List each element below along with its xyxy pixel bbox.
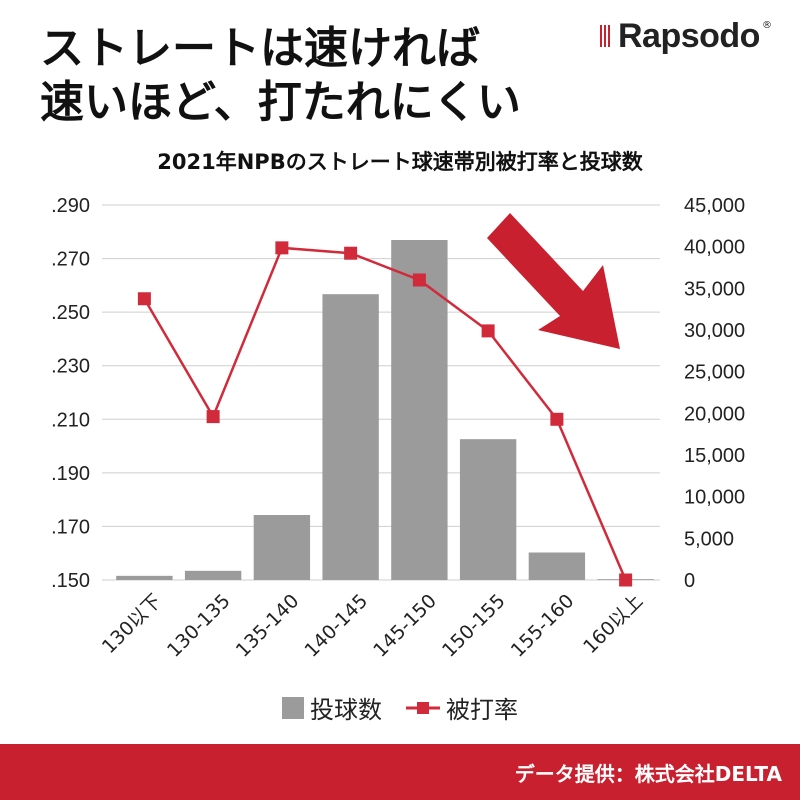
line-point [550, 412, 564, 426]
footer-credit: データ提供：株式会社DELTA [514, 762, 782, 786]
y-left-tick-label: .230 [51, 356, 90, 378]
legend-bar-swatch [282, 696, 304, 719]
footer-banner: データ提供：株式会社DELTA [0, 744, 800, 800]
y-right-tick-label: 45,000 [684, 195, 745, 217]
bar [253, 515, 311, 580]
y-right-tick-label: 10,000 [684, 487, 745, 509]
line-path [143, 246, 627, 581]
y-left-tick-label: .250 [51, 302, 90, 324]
legend-line-swatch [406, 701, 440, 714]
y-left-tick-label: .270 [51, 249, 90, 271]
x-tick-label: 130-135 [163, 590, 235, 662]
trend-arrow-icon [487, 213, 620, 349]
line-point [275, 241, 289, 255]
y-right-tick-label: 25,000 [684, 362, 745, 384]
bar [184, 570, 242, 580]
grid-lines [102, 204, 660, 581]
y-left-tick-label: .290 [51, 195, 90, 217]
line-point [206, 410, 220, 424]
headline: ストレートは速ければ 速いほど、打たれにくい [40, 22, 521, 130]
y-right-tick-label: 40,000 [684, 237, 745, 259]
bar [459, 439, 517, 580]
headline-line-2: 速いほど、打たれにくい [40, 77, 521, 128]
legend: 投球数 被打率 [0, 690, 800, 725]
x-tick-label: 140-145 [300, 590, 372, 662]
bar [322, 294, 379, 580]
x-tick-label: 160以上 [579, 590, 647, 658]
legend-line-label: 被打率 [446, 696, 518, 724]
bar [391, 240, 448, 580]
logo-registered-mark: ® [761, 20, 772, 31]
headline-line-1: ストレートは速ければ [40, 23, 480, 74]
x-tick-label: 155-160 [507, 590, 579, 662]
y-left-tick-label: .170 [51, 516, 90, 538]
line-point [344, 246, 358, 260]
logo-text: Rapsodo [618, 16, 760, 55]
line-point [619, 573, 633, 587]
line-point [412, 273, 426, 287]
chart-title: 2021年NPBのストレート球速帯別被打率と投球数 [157, 150, 643, 174]
y-right-tick-label: 30,000 [684, 320, 745, 342]
rapsodo-logo: Rapsodo ® [600, 16, 772, 56]
bar [528, 552, 586, 580]
bar-series [116, 240, 654, 580]
legend-item-line: 被打率 [406, 690, 518, 725]
y-left-tick-label: .150 [51, 570, 90, 592]
legend-bar-label: 投球数 [310, 696, 382, 724]
y-right-tick-label: 35,000 [684, 278, 745, 300]
y-left-tick-label: .190 [51, 463, 90, 485]
trend-arrow [487, 213, 620, 349]
x-tick-label: 130以下 [98, 590, 166, 658]
y-right-tick-label: 20,000 [684, 403, 745, 425]
logo-mark-icon [600, 25, 610, 47]
line-series [137, 241, 633, 587]
y-right-tick-label: 0 [684, 570, 695, 592]
y-right-tick-label: 15,000 [684, 445, 745, 467]
x-tick-label: 135-140 [232, 590, 304, 662]
line-point [137, 292, 151, 306]
bar [116, 575, 173, 580]
x-tick-label: 150-155 [438, 590, 510, 662]
legend-item-bar: 投球数 [282, 690, 382, 725]
y-left-tick-label: .210 [51, 409, 90, 431]
line-point [481, 324, 495, 338]
x-tick-label: 145-150 [369, 590, 441, 662]
y-right-tick-label: 5,000 [684, 528, 734, 550]
